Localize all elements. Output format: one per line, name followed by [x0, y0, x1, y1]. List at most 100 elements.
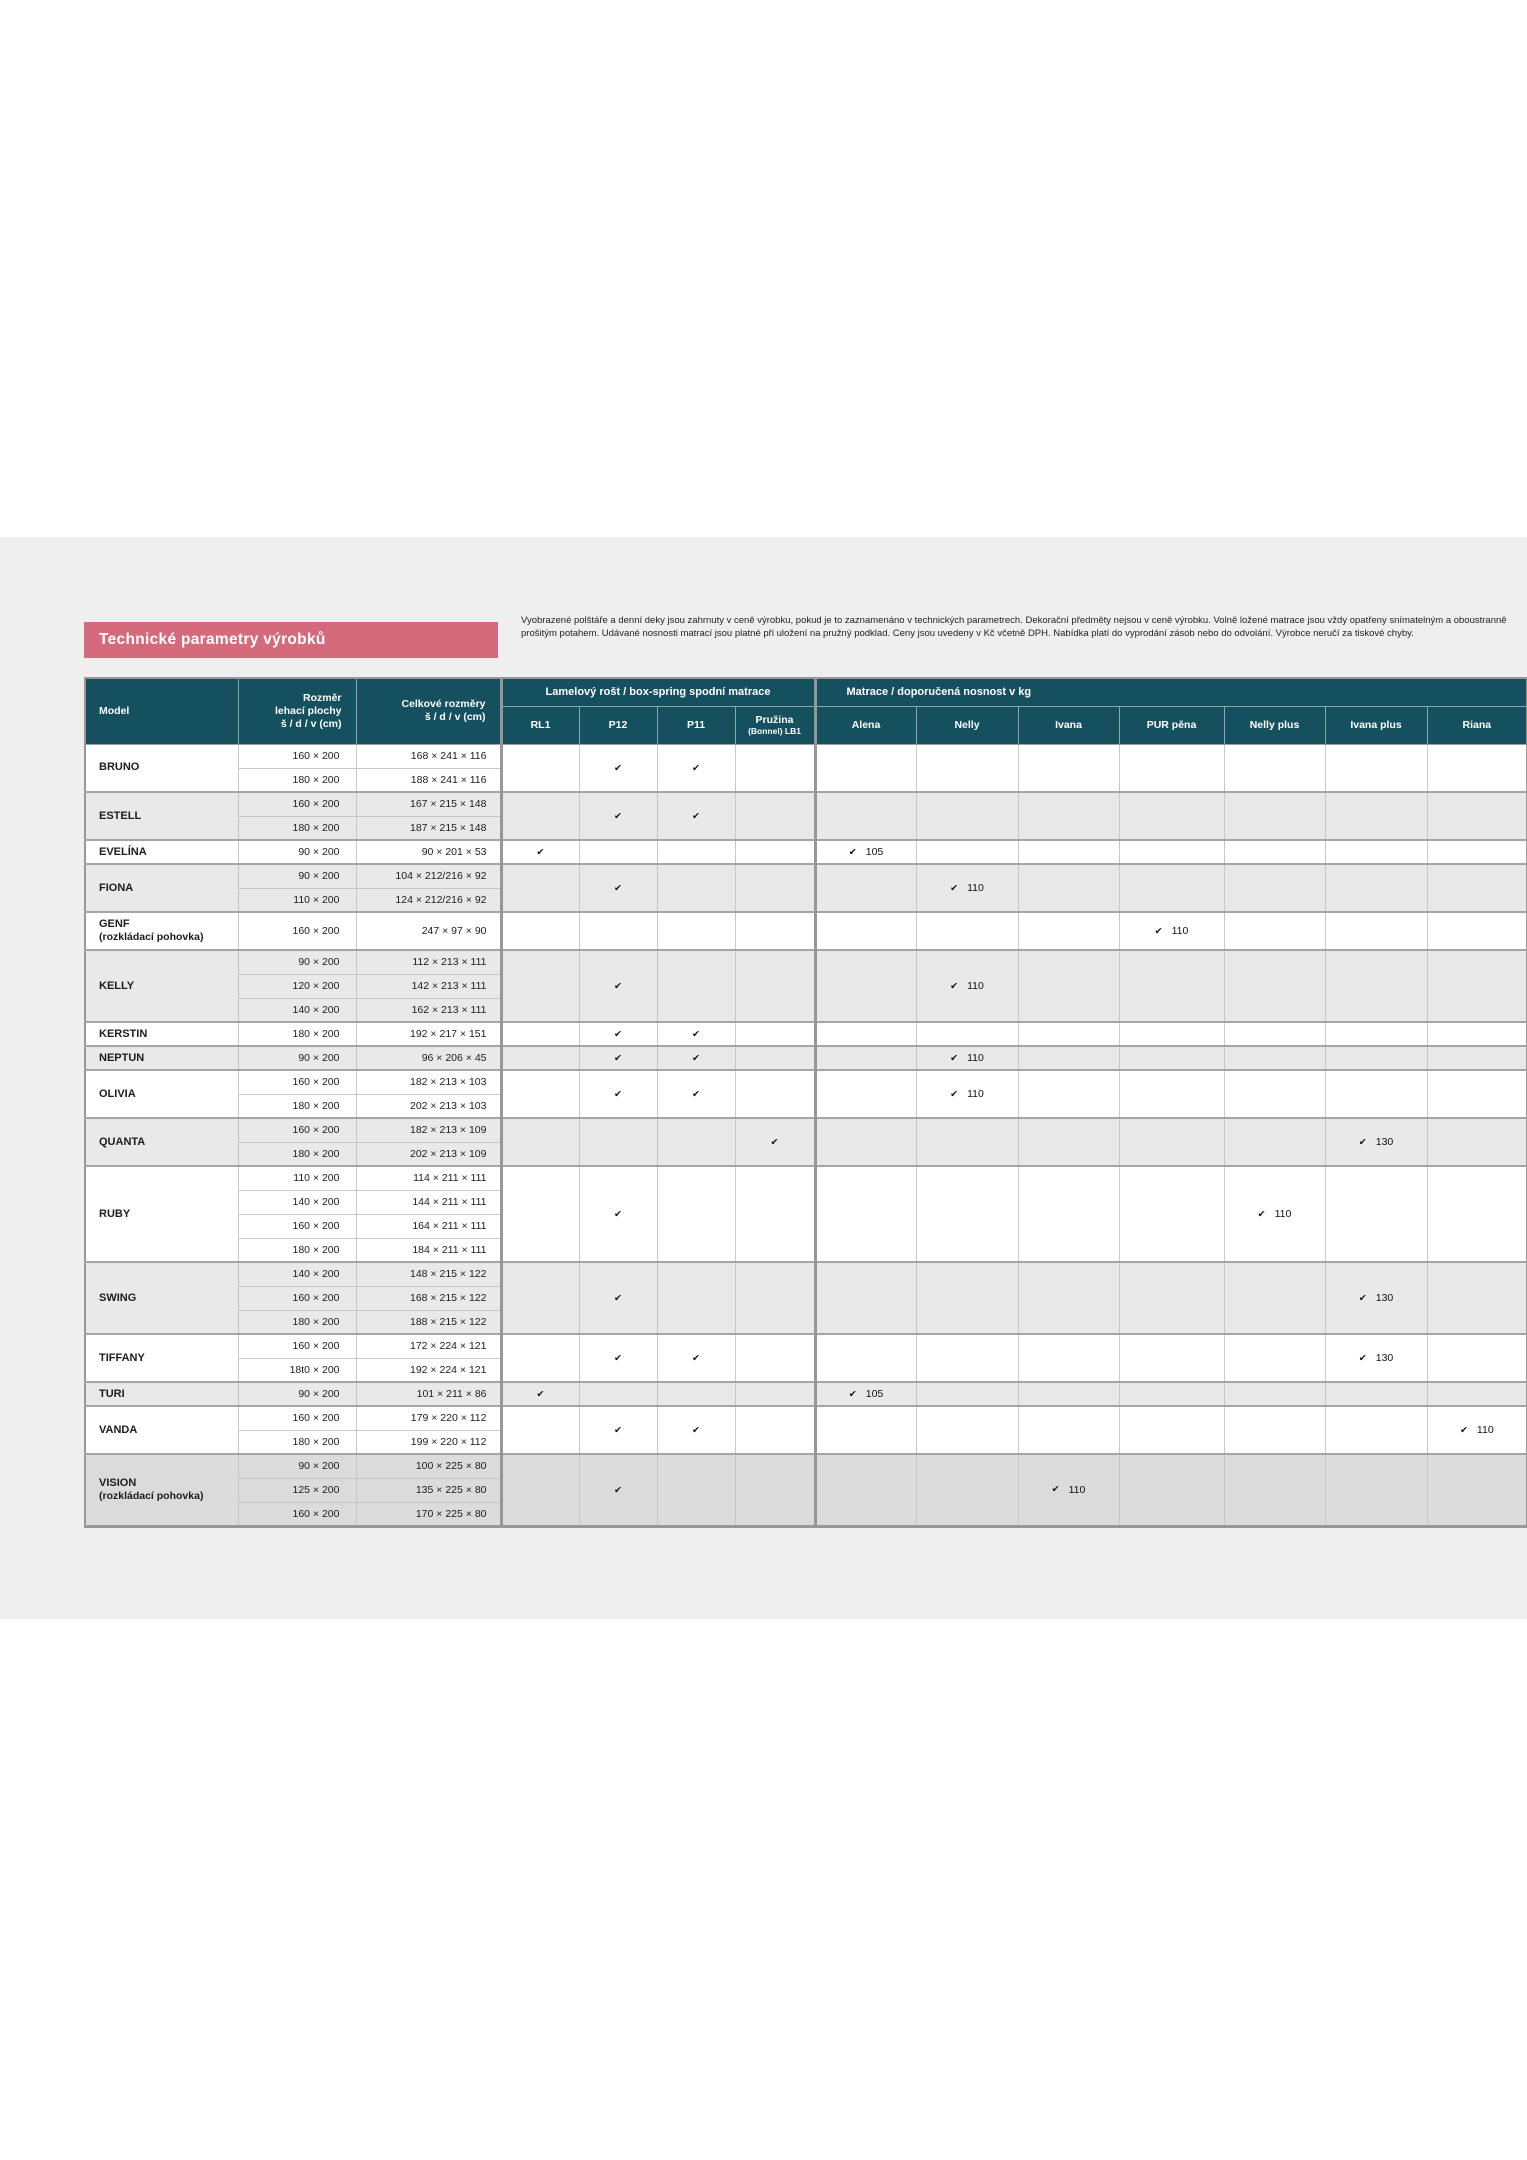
total-size-cell: 187 × 215 × 148 — [355, 815, 502, 841]
slat-check-cell-2 — [656, 911, 736, 951]
check-pair: ✔ — [614, 1090, 622, 1100]
mattress-check-cell-1 — [915, 1165, 1019, 1263]
mattress-check-cell-3 — [1118, 1405, 1225, 1455]
model-cell: NEPTUN — [84, 1045, 239, 1071]
mattress-check-cell-4 — [1223, 1381, 1326, 1407]
mattress-check-cell-3 — [1118, 1333, 1225, 1383]
mattress-check-cell-1: ✔ 110 — [915, 1045, 1019, 1071]
sleep-size-cell: 180 × 200 — [237, 815, 357, 841]
sleep-size-cell: 160 × 200 — [237, 1333, 357, 1359]
mattress-check-cell-5 — [1324, 1405, 1428, 1455]
table-row: QUANTA 160 × 200 182 × 213 × 109 ✔ ✔ 130 — [84, 1117, 1527, 1167]
mattress-check-cell-5: ✔ 130 — [1324, 1261, 1428, 1335]
check-icon: ✔ — [614, 1089, 622, 1100]
mattress-check-cell-4 — [1223, 791, 1326, 841]
slat-check-cell-3 — [734, 863, 816, 913]
header-group-slats: Lamelový rošt / box-spring spodní matrac… — [499, 677, 816, 707]
check-pair: ✔ 130 — [1359, 1292, 1394, 1304]
mattress-check-cell-5 — [1324, 791, 1428, 841]
mattress-check-cell-3 — [1118, 1069, 1225, 1119]
slat-check-cell-3: ✔ — [734, 1117, 816, 1167]
check-pair: ✔ 105 — [849, 846, 884, 858]
mattress-check-cell-4 — [1223, 1261, 1326, 1335]
model-name: ESTELL — [99, 809, 142, 822]
sleep-size-cell: 160 × 200 — [237, 1213, 357, 1239]
mattress-check-cell-3 — [1118, 1045, 1225, 1071]
slat-check-cell-1 — [578, 1117, 658, 1167]
check-icon: ✔ — [848, 846, 857, 858]
mattress-check-cell-1 — [915, 1381, 1019, 1407]
header-mattress-col-3: PUR pěna — [1118, 705, 1225, 745]
parameters-table: Model Rozměr lehací plochy š / d / v (cm… — [84, 677, 1527, 1528]
check-pair: ✔ — [692, 1090, 700, 1100]
check-pair: ✔ 110 — [950, 980, 984, 992]
slat-check-cell-0 — [499, 1333, 580, 1383]
header-mattress-col-2: Ivana — [1017, 705, 1120, 745]
mattress-check-cell-6 — [1426, 1045, 1527, 1071]
table-row: KELLY 90 × 200 112 × 213 × 111 ✔ ✔ 110 — [84, 949, 1527, 1023]
mattress-check-cell-1 — [915, 1405, 1019, 1455]
slat-check-cell-1 — [578, 911, 658, 951]
slat-check-cell-1: ✔ — [578, 791, 658, 841]
slat-check-cell-2 — [656, 839, 736, 865]
check-pair: ✔ — [614, 884, 622, 894]
check-pair: ✔ 130 — [1359, 1136, 1394, 1148]
mattress-check-cell-4: ✔ 110 — [1223, 1165, 1326, 1263]
mattress-check-cell-5 — [1324, 1165, 1428, 1263]
sleep-size-cell: 160 × 200 — [237, 744, 357, 769]
mattress-check-cell-4 — [1223, 1069, 1326, 1119]
mattress-check-cell-1 — [915, 1333, 1019, 1383]
total-size-cell: 192 × 217 × 151 — [355, 1021, 502, 1047]
model-name: BRUNO — [99, 761, 140, 774]
check-pair: ✔ — [614, 1426, 622, 1436]
total-size-cell: 96 × 206 × 45 — [355, 1045, 502, 1071]
slat-check-cell-0: ✔ — [499, 1381, 580, 1407]
slat-check-cell-2: ✔ — [656, 1333, 736, 1383]
sleep-size-cell: 18t0 × 200 — [237, 1357, 357, 1383]
total-size-cell: 179 × 220 × 112 — [355, 1405, 502, 1431]
mattress-check-cell-6 — [1426, 1069, 1527, 1119]
mattress-check-cell-2 — [1017, 911, 1120, 951]
sleep-size-cell: 140 × 200 — [237, 997, 357, 1023]
mattress-check-cell-0 — [813, 744, 917, 793]
mattress-check-cell-3: ✔ 110 — [1118, 911, 1225, 951]
mattress-check-cell-5 — [1324, 863, 1428, 913]
check-icon: ✔ — [692, 762, 700, 774]
slat-check-cell-2: ✔ — [656, 1045, 736, 1071]
check-icon: ✔ — [950, 1088, 959, 1100]
slat-check-cell-1: ✔ — [578, 1405, 658, 1455]
check-pair: ✔ — [614, 1354, 622, 1364]
check-icon: ✔ — [614, 1209, 622, 1220]
table-row: 180 × 200 202 × 213 × 109 — [85, 1141, 1527, 1167]
table-row: SWING 140 × 200 148 × 215 × 122 ✔ ✔ 130 — [84, 1261, 1527, 1335]
check-pair: ✔ — [771, 1138, 779, 1148]
sleep-size-cell: 90 × 200 — [237, 1381, 357, 1407]
model-subtitle: (rozkládací pohovka) — [99, 931, 204, 943]
mattress-check-cell-1 — [915, 1453, 1019, 1527]
sleep-size-cell: 90 × 200 — [237, 1453, 357, 1479]
mattress-check-cell-4 — [1223, 949, 1326, 1023]
check-pair: ✔ — [614, 812, 622, 822]
mattress-check-cell-2 — [1017, 1165, 1120, 1263]
sleep-size-cell: 140 × 200 — [237, 1189, 357, 1215]
slat-check-cell-1: ✔ — [578, 1045, 658, 1071]
slat-check-cell-3 — [734, 1165, 816, 1263]
header-mattress-col-4: Nelly plus — [1223, 705, 1326, 745]
disclaimer-text: Vyobrazené polštáře a denní deky jsou za… — [521, 615, 1507, 639]
check-icon: ✔ — [770, 1137, 779, 1148]
check-icon: ✔ — [692, 1029, 700, 1040]
sleep-size-cell: 180 × 200 — [237, 1429, 357, 1455]
table-row: 110 × 200 124 × 212/216 × 92 — [85, 887, 1527, 913]
slat-check-cell-3 — [734, 949, 816, 1023]
check-icon: ✔ — [950, 1052, 959, 1064]
sleep-size-cell: 160 × 200 — [237, 1285, 357, 1311]
sleep-size-cell: 180 × 200 — [237, 1021, 357, 1047]
slat-check-cell-2 — [656, 1453, 736, 1527]
header-mattress-col-6: Riana — [1426, 705, 1527, 745]
mattress-check-cell-5 — [1324, 1381, 1428, 1407]
mattress-check-cell-0 — [813, 863, 917, 913]
check-icon: ✔ — [692, 1353, 700, 1364]
mattress-check-cell-2 — [1017, 1117, 1120, 1167]
load-value: 110 — [1476, 1424, 1494, 1437]
slat-check-cell-3 — [734, 1333, 816, 1383]
